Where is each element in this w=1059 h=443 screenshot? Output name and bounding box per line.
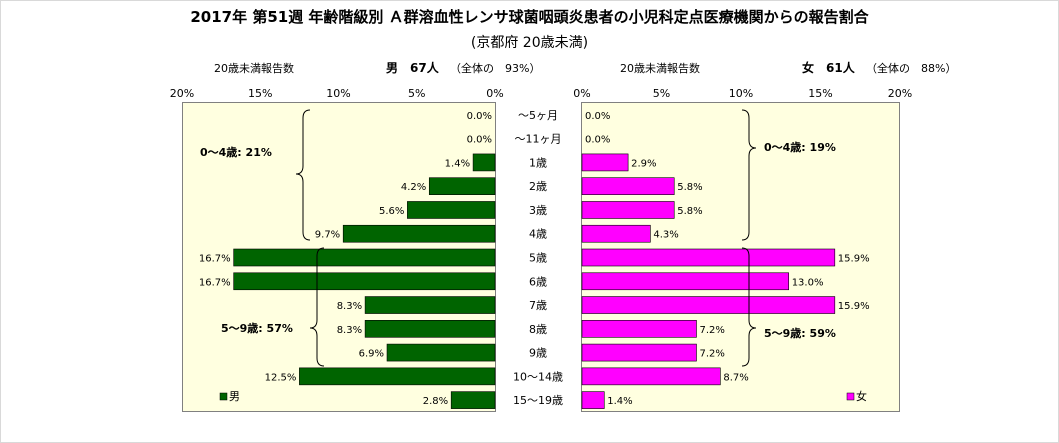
male-tick-label: 20% bbox=[170, 87, 194, 100]
male-count: 67人 bbox=[410, 61, 439, 75]
female-share: （全体の 88%） bbox=[866, 62, 957, 75]
chart-subtitle: (京都府 20歳未満) bbox=[470, 35, 589, 51]
female-tick-label: 0% bbox=[573, 87, 590, 100]
female-bar bbox=[581, 367, 721, 386]
female-bar bbox=[581, 343, 697, 362]
category-label: 7歳 bbox=[529, 299, 547, 312]
female-bar bbox=[581, 224, 651, 243]
female-under20-label: 20歳未満報告数 bbox=[620, 62, 700, 75]
male-bar bbox=[407, 201, 496, 219]
male-data-label: 6.9% bbox=[359, 349, 384, 360]
female-5-9-summary: 5～9歳: 59% bbox=[764, 326, 836, 340]
female-data-label: 0.0% bbox=[585, 135, 610, 146]
category-label: 3歳 bbox=[529, 204, 547, 217]
male-legend-label: 男 bbox=[229, 390, 240, 403]
male-name: 男 bbox=[386, 61, 399, 75]
category-label: ～5ヶ月 bbox=[518, 109, 558, 122]
female-legend-label: 女 bbox=[856, 389, 867, 403]
male-bar bbox=[233, 248, 496, 267]
female-0-4-summary: 0～4歳: 19% bbox=[764, 140, 836, 154]
female-data-label: 5.8% bbox=[677, 206, 702, 217]
female-bar bbox=[581, 320, 697, 338]
female-data-label: 1.4% bbox=[607, 396, 632, 407]
male-bar bbox=[450, 391, 496, 409]
category-label: 9歳 bbox=[529, 347, 547, 360]
male-data-label: 16.7% bbox=[199, 254, 231, 265]
female-name: 女 bbox=[802, 61, 815, 75]
category-label: 1歳 bbox=[529, 156, 547, 169]
male-tick-label: 15% bbox=[248, 87, 272, 100]
female-data-label: 4.3% bbox=[653, 230, 678, 241]
male-5-9-bracket bbox=[309, 247, 325, 367]
male-tick-label: 5% bbox=[408, 87, 425, 100]
category-label: 15～19歳 bbox=[513, 394, 563, 407]
male-data-label: 8.3% bbox=[337, 301, 362, 312]
male-tick-label: 10% bbox=[326, 87, 350, 100]
female-data-label: 7.2% bbox=[699, 349, 724, 360]
female-data-label: 8.7% bbox=[723, 372, 748, 383]
category-label: 6歳 bbox=[529, 275, 547, 288]
male-data-label: 4.2% bbox=[401, 182, 426, 193]
category-label: 10～14歳 bbox=[513, 370, 563, 383]
category-label: 4歳 bbox=[529, 228, 547, 241]
female-0-4-bracket bbox=[741, 109, 757, 241]
female-tick-label: 5% bbox=[653, 87, 670, 100]
male-bar bbox=[386, 343, 496, 362]
female-data-label: 5.8% bbox=[677, 182, 702, 193]
male-data-label: 12.5% bbox=[265, 372, 297, 383]
male-5-9-summary: 5～9歳: 57% bbox=[221, 321, 293, 335]
male-bar bbox=[364, 320, 496, 338]
category-label: 2歳 bbox=[529, 180, 547, 193]
female-bar bbox=[581, 272, 789, 291]
male-data-label: 2.8% bbox=[423, 396, 448, 407]
female-count: 61人 bbox=[826, 61, 855, 75]
male-bar bbox=[428, 177, 496, 195]
female-data-label: 15.9% bbox=[838, 301, 870, 312]
male-data-label: 5.6% bbox=[379, 206, 404, 217]
male-data-label: 16.7% bbox=[199, 277, 231, 288]
male-bar bbox=[299, 367, 496, 386]
female-data-label: 0.0% bbox=[585, 111, 610, 122]
male-bar bbox=[342, 224, 496, 243]
female-data-label: 2.9% bbox=[631, 158, 656, 169]
male-share: （全体の 93%） bbox=[450, 62, 541, 75]
male-data-label: 8.3% bbox=[337, 325, 362, 336]
male-0-4-summary: 0～4歳: 21% bbox=[200, 145, 272, 159]
male-tick-label: 0% bbox=[486, 87, 503, 100]
female-bar bbox=[581, 391, 605, 409]
female-bar bbox=[581, 201, 675, 219]
male-data-label: 9.7% bbox=[315, 230, 340, 241]
male-under20-label: 20歳未満報告数 bbox=[214, 62, 294, 75]
female-bar bbox=[581, 248, 836, 267]
female-tick-label: 15% bbox=[808, 87, 832, 100]
female-legend-swatch bbox=[846, 392, 855, 401]
male-0-4-bracket bbox=[295, 109, 311, 241]
male-bar bbox=[233, 272, 496, 291]
male-bar bbox=[364, 296, 496, 314]
female-tick-label: 20% bbox=[888, 87, 912, 100]
male-data-label: 0.0% bbox=[467, 111, 492, 122]
category-label: 8歳 bbox=[529, 323, 547, 336]
female-tick-label: 10% bbox=[729, 87, 753, 100]
male-data-label: 1.4% bbox=[445, 158, 470, 169]
category-label: ～11ヶ月 bbox=[515, 133, 562, 146]
female-data-label: 15.9% bbox=[838, 254, 870, 265]
male-data-label: 0.0% bbox=[467, 135, 492, 146]
female-bar bbox=[581, 153, 629, 172]
female-data-label: 7.2% bbox=[699, 325, 724, 336]
female-5-9-bracket bbox=[741, 247, 757, 367]
female-data-label: 13.0% bbox=[792, 277, 824, 288]
category-label: 5歳 bbox=[529, 252, 547, 265]
chart-title: 2017年 第51週 年齢階級別 Ａ群溶血性レンサ球菌咽頭炎患者の小児科定点医療… bbox=[190, 8, 869, 26]
male-bar bbox=[472, 153, 496, 172]
female-bar bbox=[581, 296, 836, 314]
female-bar bbox=[581, 177, 675, 195]
male-legend-swatch bbox=[219, 392, 228, 401]
